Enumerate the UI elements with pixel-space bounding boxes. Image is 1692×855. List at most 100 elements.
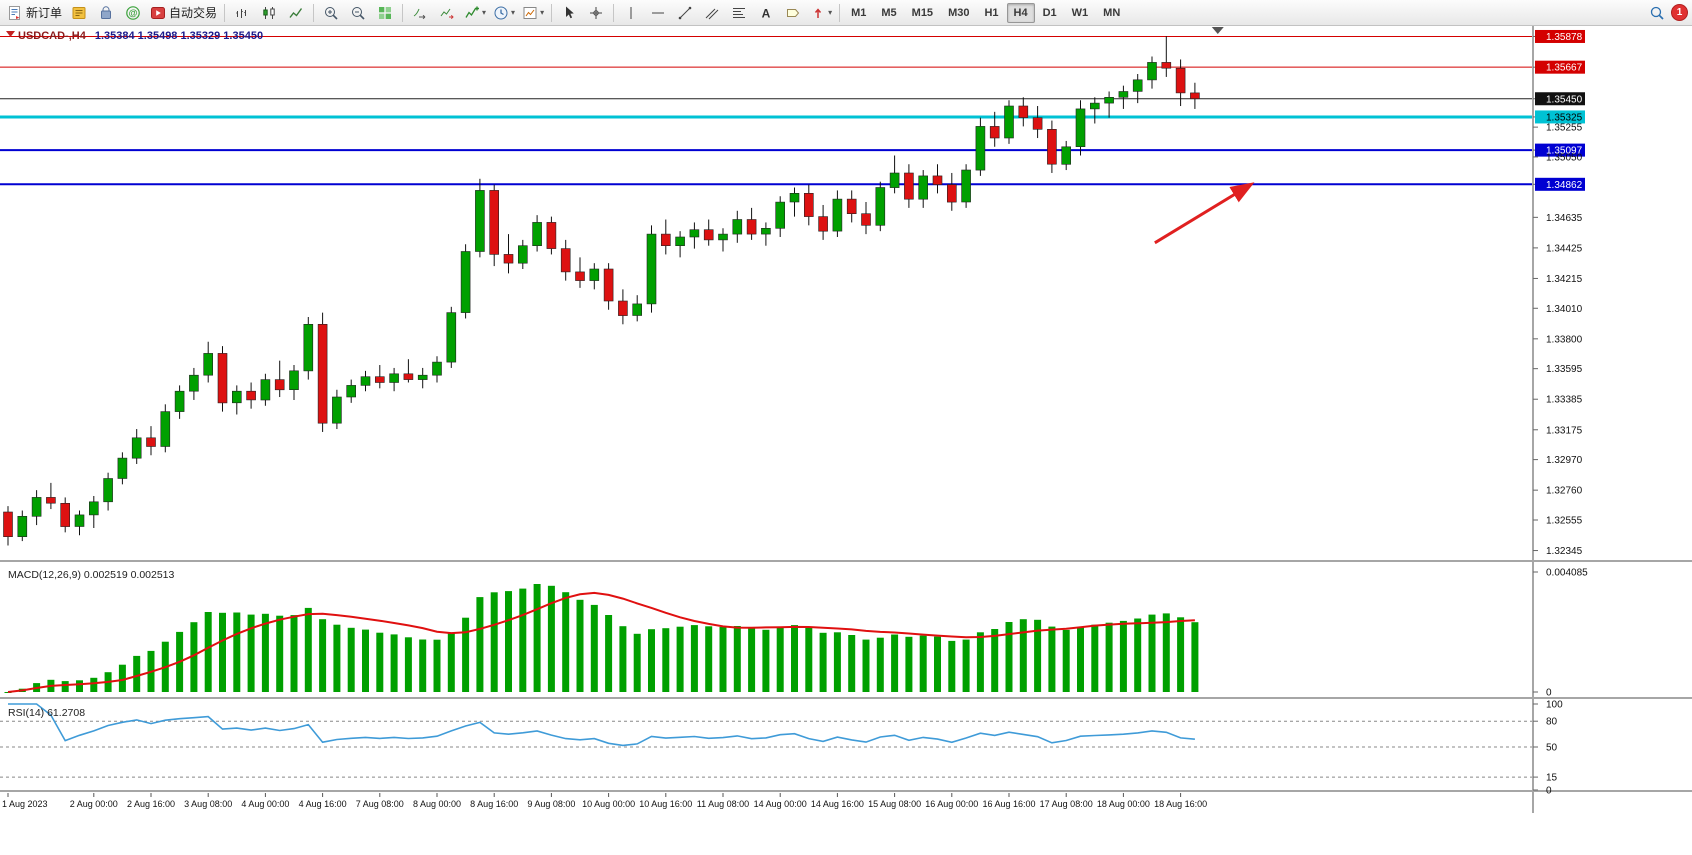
templates-button[interactable]: ▾ — [519, 1, 547, 25]
autotrading-icon — [150, 5, 166, 21]
macd-histogram-bar — [233, 612, 241, 692]
candle — [146, 437, 156, 447]
price-tick-label: 1.33175 — [1546, 425, 1583, 436]
time-axis-label: 8 Aug 00:00 — [413, 799, 461, 809]
macd-histogram-bar — [433, 639, 441, 692]
periods-button[interactable]: ▾ — [490, 1, 518, 25]
horizontal-line-tool-button[interactable] — [645, 1, 671, 25]
candle — [260, 379, 271, 401]
candle — [689, 229, 700, 238]
dropdown-caret[interactable]: ▾ — [482, 8, 487, 17]
zoom-out-button[interactable] — [345, 1, 371, 25]
candle — [1161, 62, 1172, 69]
macd-histogram-bar — [833, 632, 841, 692]
chart-shift-marker[interactable] — [1211, 27, 1224, 34]
macd-histogram-bar — [219, 612, 226, 692]
candle — [332, 396, 342, 424]
timeframe-button-MN[interactable]: MN — [1103, 6, 1121, 19]
price-tick-label: 1.32970 — [1546, 455, 1583, 466]
dropdown-caret[interactable]: ▾ — [511, 8, 516, 17]
time-axis-label: 3 Aug 08:00 — [184, 799, 232, 809]
macd-histogram-bar — [376, 632, 384, 692]
macd-histogram-bar — [333, 624, 341, 692]
fibonacci-tool-button[interactable] — [726, 1, 752, 25]
crosshair-icon — [588, 5, 604, 21]
collapse-triangle-icon[interactable] — [6, 31, 15, 37]
candle — [3, 511, 13, 538]
dropdown-caret[interactable]: ▾ — [540, 8, 545, 17]
candle — [189, 374, 199, 392]
dropdown-caret[interactable]: ▾ — [828, 8, 833, 17]
cursor-tool-button[interactable] — [556, 1, 582, 25]
time-axis-label: 1 Aug 2023 — [2, 799, 48, 809]
equidistant-channel-tool-button[interactable] — [699, 1, 725, 25]
candle — [789, 193, 800, 203]
price-marker — [1535, 177, 1585, 191]
tile-windows-button[interactable] — [372, 1, 398, 25]
zoom-in-button[interactable] — [318, 1, 344, 25]
macd-histogram-bar — [533, 584, 541, 692]
macd-histogram-bar — [1134, 618, 1142, 692]
timeframe-button-M5[interactable]: M5 — [881, 6, 897, 19]
timeframe-button-D1[interactable]: D1 — [1042, 6, 1057, 19]
toolbar-separator — [224, 3, 226, 22]
notification-badge[interactable]: 1 — [1671, 4, 1688, 21]
metaeditor-button[interactable] — [66, 1, 92, 25]
price-marker-label: 1.35878 — [1546, 32, 1583, 43]
timeframe-button-M30[interactable]: M30 — [948, 6, 970, 19]
candle — [346, 385, 357, 398]
candle — [1118, 91, 1129, 98]
timeframe-button-H4[interactable]: H4 — [1006, 2, 1035, 23]
candle — [517, 245, 528, 264]
candle — [303, 323, 314, 372]
indicators-button[interactable]: ▾ — [461, 1, 489, 25]
price-tick-label: 1.35255 — [1546, 123, 1583, 134]
text-label-tool-button[interactable] — [780, 1, 806, 25]
trend-arrow-annotation[interactable] — [1154, 182, 1255, 245]
timeframe-button-H1[interactable]: H1 — [984, 6, 999, 19]
new-order-icon — [7, 5, 23, 21]
text-icon: A — [758, 5, 774, 21]
price-tick-label: 1.32760 — [1546, 486, 1583, 497]
arrows-tool-button[interactable]: ▾ — [807, 1, 835, 25]
macd-histogram-bar — [4, 692, 12, 693]
market-bag-icon — [98, 5, 114, 21]
line-chart-mode-button[interactable] — [283, 1, 309, 25]
search-button[interactable] — [1644, 1, 1670, 25]
candle — [46, 497, 56, 504]
timeframe-button-W1[interactable]: W1 — [1071, 6, 1089, 19]
templates-icon — [522, 5, 538, 21]
new-order-button[interactable]: 新订单 — [4, 1, 65, 25]
macd-histogram-bar — [976, 632, 984, 692]
candle — [875, 187, 886, 226]
autotrading-button[interactable]: 自动交易 — [147, 1, 220, 25]
candlestick-mode-button[interactable] — [256, 1, 282, 25]
macd-histogram-bar — [891, 634, 899, 692]
macd-histogram-bar — [1177, 617, 1185, 692]
timeframe-button-M15[interactable]: M15 — [911, 6, 934, 19]
chart-shift-button[interactable] — [434, 1, 460, 25]
candle — [732, 219, 743, 235]
text-tool-button[interactable]: A — [753, 1, 779, 25]
market-button[interactable] — [93, 1, 119, 25]
horizontal-line-icon — [650, 5, 666, 21]
candle — [1075, 108, 1086, 148]
time-axis-label: 8 Aug 16:00 — [470, 799, 518, 809]
bar-chart-mode-button[interactable] — [229, 1, 255, 25]
macd-histogram-bar — [1191, 622, 1199, 692]
candle — [989, 126, 1000, 139]
vertical-line-tool-button[interactable] — [618, 1, 644, 25]
timeframe-button-M1[interactable]: M1 — [851, 6, 867, 19]
candle — [446, 312, 457, 363]
crosshair-tool-button[interactable] — [583, 1, 609, 25]
candle — [103, 478, 113, 503]
community-button[interactable]: @ — [120, 1, 146, 25]
auto-scroll-button[interactable] — [407, 1, 433, 25]
macd-histogram-bar — [118, 664, 126, 692]
candle — [1147, 62, 1157, 81]
trendline-tool-button[interactable] — [672, 1, 698, 25]
price-marker-label: 1.35097 — [1546, 146, 1583, 157]
rsi-label: RSI(14) 61.2708 — [8, 707, 85, 719]
